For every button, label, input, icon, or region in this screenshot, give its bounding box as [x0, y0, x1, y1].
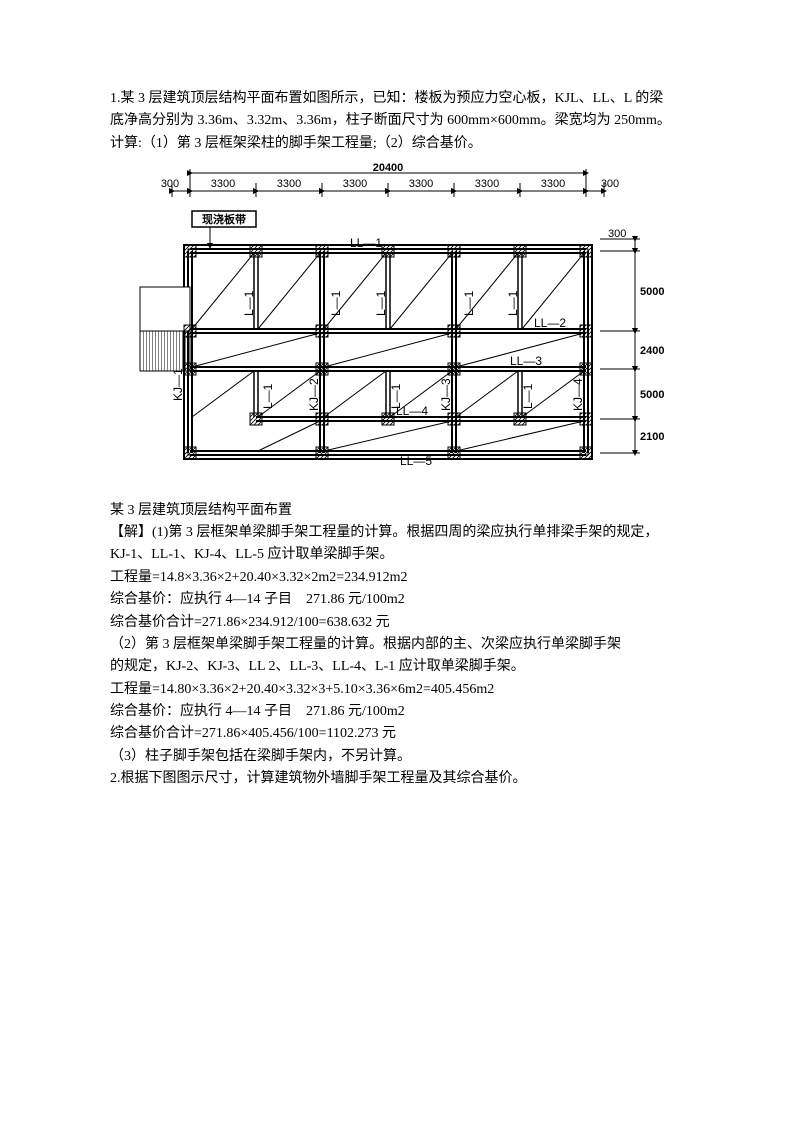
- solution-line-12: 2.根据下图图示尺寸，计算建筑物外墙脚手架工程量及其综合基价。: [110, 768, 683, 790]
- label-ll2: LL—2: [534, 316, 566, 330]
- label-l1-f: L—1: [261, 383, 275, 409]
- dim-2100: 2100: [640, 431, 664, 443]
- solution-line-5: 综合基价合计=271.86×234.912/100=638.632 元: [110, 612, 683, 634]
- left-stair-block: [140, 287, 190, 371]
- plan-svg: 20400 300 3300 3300 3300 3300 3300 3300 …: [110, 161, 670, 481]
- dim-3300-6: 3300: [541, 178, 565, 190]
- dim-total-width-label: 20400: [373, 162, 404, 174]
- dim-5000-1: 5000: [640, 286, 664, 298]
- solution-line-8: 工程量=14.80×3.36×2+20.40×3.32×3+5.10×3.36×…: [110, 679, 683, 701]
- xianjiao-label: 现浇板带: [202, 212, 246, 226]
- solution-line-3: 工程量=14.8×3.36×2+20.40×3.32×2m2=234.912m2: [110, 567, 683, 589]
- dim-300-left: 300: [161, 178, 179, 190]
- dim-3300-3: 3300: [343, 178, 367, 190]
- solution-line-7: 的规定，KJ-2、KJ-3、LL 2、LL-3、LL-4、L-1 应计取单梁脚手…: [110, 656, 683, 678]
- caption: 某 3 层建筑顶层结构平面布置: [110, 500, 683, 522]
- dim-3300-5: 3300: [475, 178, 499, 190]
- solution-line-10: 综合基价合计=271.86×405.456/100=1102.273 元: [110, 723, 683, 745]
- label-l1-a: L—1: [242, 290, 256, 316]
- dim-300-top: 300: [608, 228, 626, 240]
- solution-line-4: 综合基价：应执行 4—14 子目 271.86 元/100m2: [110, 589, 683, 611]
- dim-3300-4: 3300: [409, 178, 433, 190]
- structural-plan-diagram: 20400 300 3300 3300 3300 3300 3300 3300 …: [110, 161, 683, 489]
- solution-line-9: 综合基价：应执行 4—14 子目 271.86 元/100m2: [110, 701, 683, 723]
- label-ll3: LL—3: [510, 354, 542, 368]
- label-l1-d: L—1: [462, 290, 476, 316]
- label-kj3: KJ—3: [439, 378, 453, 411]
- problem-line-1: 1.某 3 层建筑顶层结构平面布置如图所示，已知：楼板为预应力空心板，KJL、L…: [110, 88, 683, 110]
- label-l1-h: L—1: [521, 383, 535, 409]
- label-l1-b: L—1: [329, 290, 343, 316]
- label-l1-c: L—1: [374, 290, 388, 316]
- label-kj4: KJ—4: [571, 378, 585, 411]
- dim-5000-2: 5000: [640, 389, 664, 401]
- label-kj2: KJ—2: [307, 378, 321, 411]
- label-kj1: KJ—1: [171, 368, 185, 401]
- dim-3300-2: 3300: [277, 178, 301, 190]
- label-ll5: LL—5: [400, 454, 432, 468]
- problem-line-3: 计算:（1）第 3 层框架梁柱的脚手架工程量;（2）综合基价。: [110, 133, 683, 155]
- solution-line-1: 【解】(1)第 3 层框架单梁脚手架工程量的计算。根据四周的梁应执行单排梁手架的…: [110, 522, 683, 544]
- solution-line-11: （3）柱子脚手架包括在梁脚手架内，不另计算。: [110, 746, 683, 768]
- dim-3300-1: 3300: [211, 178, 235, 190]
- solution-line-2: KJ-1、LL-1、KJ-4、LL-5 应计取单梁脚手架。: [110, 544, 683, 566]
- problem-line-2: 底净高分别为 3.36m、3.32m、3.36m，柱子断面尺寸为 600mm×6…: [110, 110, 683, 132]
- dim-2400: 2400: [640, 345, 664, 357]
- solution-line-6: （2）第 3 层框架单梁脚手架工程量的计算。根据内部的主、次梁应执行单梁脚手架: [110, 634, 683, 656]
- label-l1-e: L—1: [506, 290, 520, 316]
- label-ll1: LL—1: [350, 236, 382, 250]
- label-l1-g: L—1: [389, 383, 403, 409]
